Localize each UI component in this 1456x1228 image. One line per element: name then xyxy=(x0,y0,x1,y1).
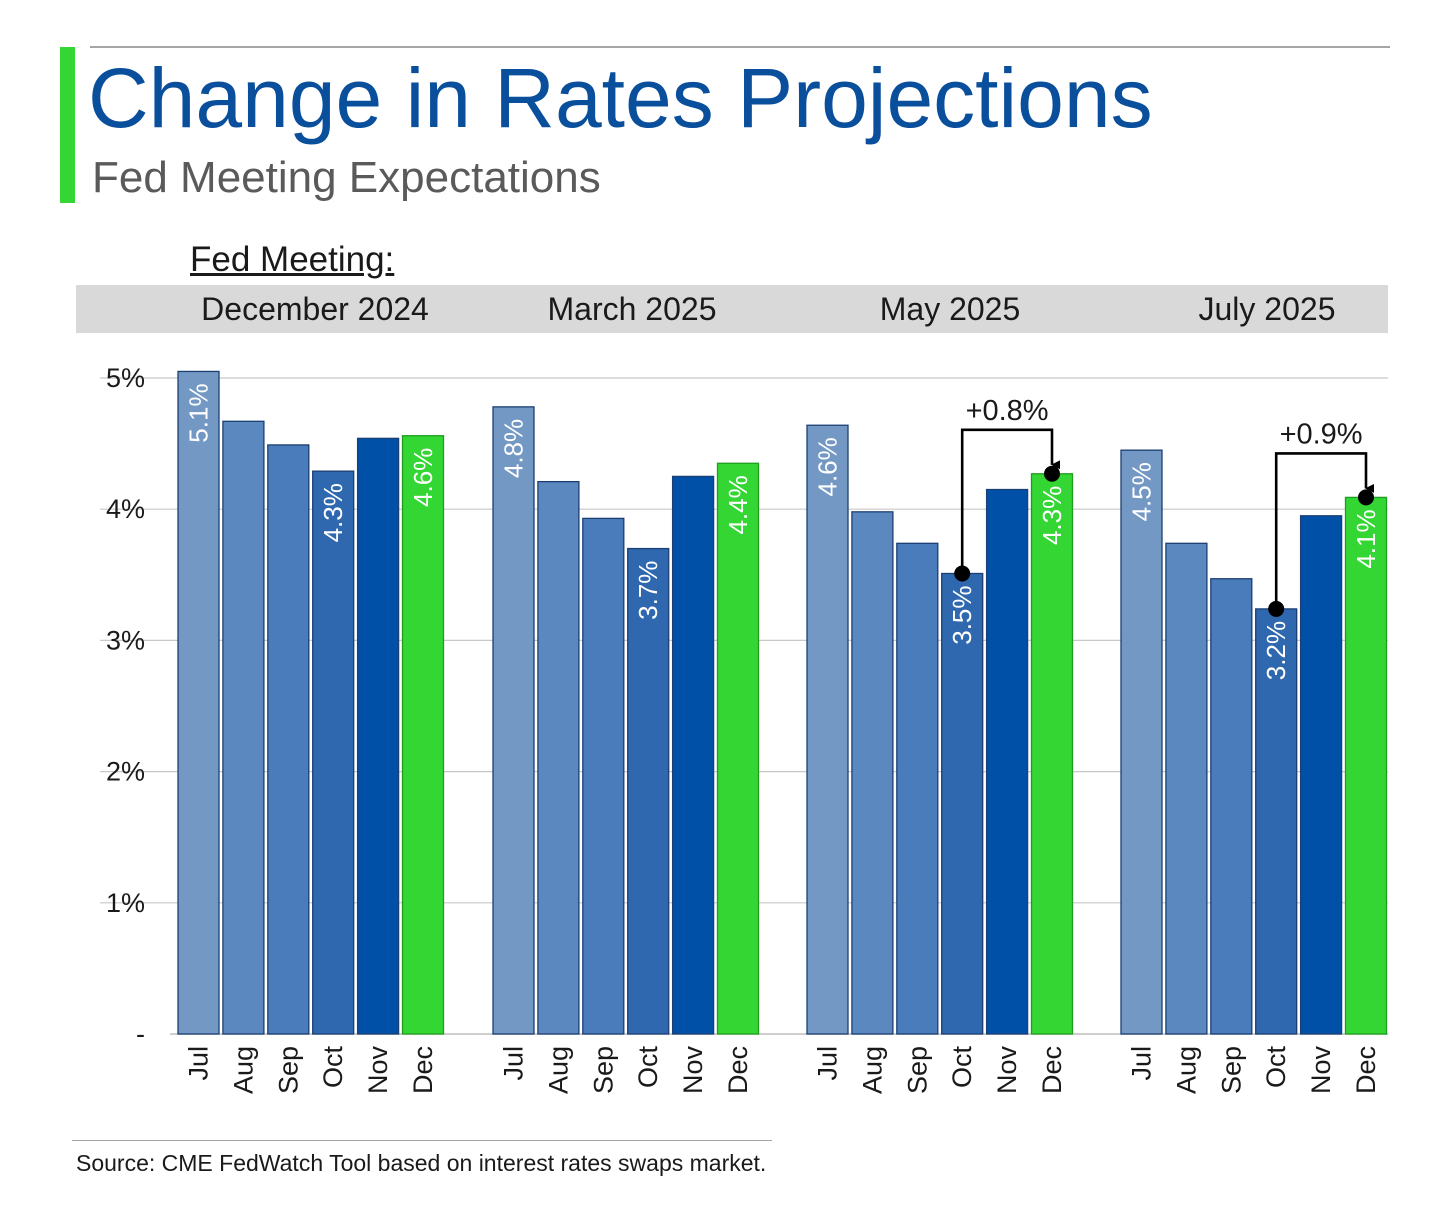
bar xyxy=(537,480,580,1035)
x-tick-label: Jul xyxy=(1127,1046,1157,1081)
bar xyxy=(222,420,265,1035)
x-tick-label: Dec xyxy=(1037,1046,1067,1094)
change-start-dot xyxy=(954,565,971,582)
x-tick-label: Jul xyxy=(813,1046,843,1081)
bar xyxy=(401,435,445,1035)
bar xyxy=(1030,473,1074,1035)
x-tick-label: Aug xyxy=(228,1046,258,1094)
x-axis: Jul Aug Sep Oct Nov Dec Jul Aug Sep Oct Nov Dec Jul A… xyxy=(184,1046,1382,1095)
bars: 5.1% 4.3% 4.6% 4.8% 3.7% 4.4% 4.6% 3.5% 4.3% 4.5%… xyxy=(177,370,1388,1035)
bar-data-label: 4.6% xyxy=(408,448,438,507)
bar xyxy=(1255,608,1298,1035)
bar-data-label: 5.1% xyxy=(184,383,214,442)
x-tick-label: Nov xyxy=(363,1046,393,1095)
bar xyxy=(1165,542,1208,1035)
bar xyxy=(671,475,715,1035)
y-tick-label: 4% xyxy=(106,494,145,524)
meeting-labels: December 2024 March 2025 May 2025 July 2025 xyxy=(201,291,1335,327)
bar-data-label: 3.7% xyxy=(633,561,663,620)
change-label: +0.9% xyxy=(1280,418,1363,450)
x-tick-label: Nov xyxy=(678,1046,708,1095)
bar-data-label: 4.3% xyxy=(318,483,348,542)
meeting-group-label: May 2025 xyxy=(880,291,1021,327)
bar xyxy=(177,370,220,1035)
bar xyxy=(1344,496,1388,1035)
bar xyxy=(851,511,894,1035)
y-tick-label: - xyxy=(136,1019,145,1049)
bar xyxy=(627,547,670,1035)
bar xyxy=(985,488,1029,1035)
meeting-header-band xyxy=(76,285,1388,333)
annotations: +0.8% +0.9% xyxy=(954,395,1375,617)
x-tick-label: Aug xyxy=(857,1046,887,1094)
change-label: +0.8% xyxy=(966,395,1049,427)
x-tick-label: Dec xyxy=(1351,1046,1381,1094)
x-tick-label: Jul xyxy=(184,1046,214,1081)
y-tick-label: 3% xyxy=(106,625,145,655)
y-tick-label: 1% xyxy=(106,888,145,918)
page-title: Change in Rates Projections xyxy=(88,51,1153,145)
x-tick-label: Aug xyxy=(1171,1046,1201,1094)
bar xyxy=(582,517,625,1035)
bar xyxy=(356,437,400,1035)
x-tick-label: Oct xyxy=(633,1046,663,1089)
title-accent-bar xyxy=(60,47,75,203)
meeting-group-label: July 2025 xyxy=(1199,291,1336,327)
bar xyxy=(806,424,849,1035)
change-end-dot xyxy=(1358,489,1374,506)
change-end-dot xyxy=(1044,465,1060,482)
bar-data-label: 3.2% xyxy=(1261,621,1291,680)
x-tick-label: Dec xyxy=(723,1046,753,1094)
y-axis: - 1% 2% 3% 4% 5% xyxy=(106,363,145,1049)
bar xyxy=(1120,449,1163,1035)
bar-data-label: 4.6% xyxy=(813,437,843,496)
bar-data-label: 3.5% xyxy=(947,585,977,644)
bar-data-label: 4.5% xyxy=(1127,462,1157,521)
change-arrow xyxy=(1274,452,1375,609)
meeting-group-label: March 2025 xyxy=(548,291,717,327)
x-tick-label: Aug xyxy=(543,1046,573,1094)
bar xyxy=(1210,578,1253,1035)
bar-data-label: 4.3% xyxy=(1037,486,1067,545)
x-tick-label: Nov xyxy=(1306,1046,1336,1095)
x-tick-label: Oct xyxy=(947,1046,977,1089)
bar-data-label: 4.8% xyxy=(499,419,529,478)
bar xyxy=(716,462,760,1035)
bar xyxy=(941,572,984,1035)
x-tick-label: Sep xyxy=(1216,1046,1246,1094)
x-tick-label: Dec xyxy=(408,1046,438,1094)
footer-rule xyxy=(72,1140,772,1141)
change-start-dot xyxy=(1268,600,1285,617)
x-tick-label: Oct xyxy=(318,1046,348,1089)
x-tick-label: Sep xyxy=(273,1046,303,1094)
fed-meeting-label: Fed Meeting: xyxy=(190,240,395,279)
y-tick-label: 2% xyxy=(106,757,145,787)
bar xyxy=(267,444,310,1035)
bar-data-label: 4.4% xyxy=(723,475,753,534)
page-subtitle: Fed Meeting Expectations xyxy=(92,153,601,202)
x-tick-label: Sep xyxy=(588,1046,618,1094)
x-tick-label: Jul xyxy=(499,1046,529,1081)
x-tick-label: Oct xyxy=(1261,1046,1291,1089)
meeting-group-label: December 2024 xyxy=(201,291,429,327)
bar-data-label: 4.1% xyxy=(1351,509,1381,568)
bar xyxy=(896,542,939,1035)
top-rule xyxy=(90,46,1390,48)
change-arrow xyxy=(960,428,1061,574)
bar xyxy=(1299,515,1343,1035)
y-tick-label: 5% xyxy=(106,363,145,393)
bar xyxy=(492,406,535,1035)
x-tick-label: Nov xyxy=(992,1046,1022,1095)
bar xyxy=(312,470,355,1035)
source-note: Source: CME FedWatch Tool based on inter… xyxy=(76,1150,767,1176)
x-tick-label: Sep xyxy=(902,1046,932,1094)
